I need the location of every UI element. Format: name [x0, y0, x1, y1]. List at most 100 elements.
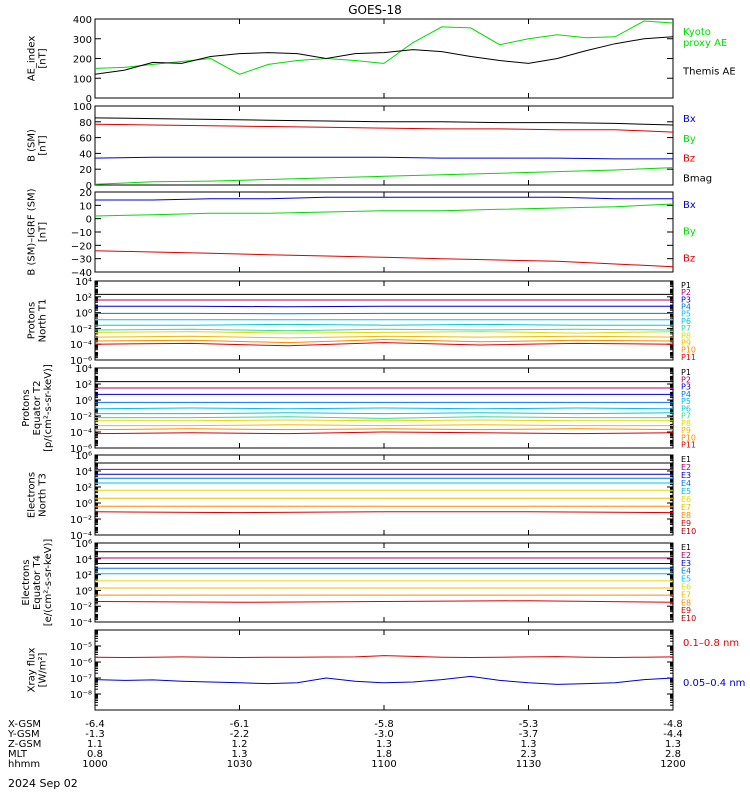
y-tick-label: 10⁻⁴: [70, 340, 92, 351]
series-line: [94, 331, 674, 334]
y-tick-label: 10⁰: [75, 309, 92, 320]
ephemeris-value: -5.8: [374, 719, 394, 730]
legend-entry: E6: [681, 495, 691, 504]
y-tick-label: 0: [86, 181, 92, 192]
y-tick-label: 0: [86, 94, 92, 105]
legend-entry: 0.1–0.8 nm: [683, 638, 739, 649]
ephemeris-value: 1200: [660, 759, 685, 770]
legend-entry: P10: [681, 346, 696, 355]
legend-entry: P2: [681, 375, 691, 384]
ephemeris-value: 1100: [371, 759, 396, 770]
legend-entry: 0.05–0.4 nm: [683, 678, 745, 689]
legend-entry: proxy AE: [683, 38, 727, 49]
series-line: [94, 342, 674, 347]
legend-entry: E8: [681, 511, 691, 520]
y-tick-label: 10⁻⁶: [70, 444, 92, 455]
y-tick-label: −40: [71, 268, 92, 279]
ephemeris-value: -1.3: [85, 729, 105, 740]
y-tick-label: 10⁻⁴: [70, 428, 92, 439]
ephemeris-value: 1.8: [376, 749, 392, 760]
y-tick-label: 10⁴: [75, 467, 92, 478]
legend-entry: P11: [681, 441, 696, 450]
series-line: [95, 419, 673, 422]
ephemeris-value: -3.0: [374, 729, 394, 740]
y-tick-label: 10⁰: [75, 499, 92, 510]
y-tick-label: 10⁻⁶: [70, 658, 92, 669]
legend-entry: P8: [681, 419, 691, 428]
legend-entry: By: [683, 227, 696, 238]
legend-entry: P9: [681, 338, 691, 347]
panel-4: 10⁻⁶ 10⁻⁴ 10⁻² 10⁰ 10² 10⁴ Protons North T1 P1P2…: [27, 277, 697, 367]
y-axis-label: [nT]: [38, 222, 49, 242]
legend-entry: Bx: [683, 114, 696, 125]
panel-8: 10⁻⁸ 10⁻⁷ 10⁻⁶ 10⁻⁵ Xray flux [W/m²] 0.1–0.8 n…: [27, 629, 745, 711]
y-axis-label: Protons: [21, 389, 32, 426]
legend-entry: E5: [681, 575, 691, 584]
panel-2: 0 20 40 60 80 100 B (SM) [nT] Bx By Bz Bmag: [27, 102, 713, 192]
series-line: [95, 416, 673, 419]
series-line: [94, 20, 674, 75]
ephemeris-value: 0.8: [87, 749, 103, 760]
y-tick-label: −10: [71, 228, 92, 239]
series-line: [95, 323, 673, 326]
y-tick-label: 10²: [75, 483, 92, 494]
y-tick-label: 10⁻⁷: [70, 674, 92, 685]
series-line: [94, 36, 674, 75]
ephemeris-value: 1.3: [376, 739, 392, 750]
ephemeris-row-label: Z-GSM: [8, 739, 41, 750]
legend-entry: P6: [681, 404, 691, 413]
y-tick-label: 10⁻⁶: [70, 356, 92, 367]
legend-entry: Bx: [683, 200, 696, 211]
legend-entry: P3: [681, 295, 691, 304]
ephemeris-row-label: Y-GSM: [7, 729, 40, 740]
y-tick-label: 10²: [75, 380, 92, 391]
date-label: 2024 Sep 02: [8, 777, 78, 790]
legend-entry: E2: [681, 551, 691, 560]
series-line: [94, 655, 674, 659]
legend-entry: P7: [681, 324, 691, 333]
series-line: [94, 600, 674, 603]
legend-entry: P1: [681, 281, 691, 290]
y-tick-label: 10⁶: [75, 539, 92, 550]
legend-entry: By: [683, 134, 696, 145]
series-line: [94, 511, 674, 514]
series-line: [94, 675, 674, 685]
panel-frame: [94, 18, 674, 99]
figure-title: GOES-18: [348, 3, 402, 17]
panel-frame: [94, 280, 674, 361]
legend-entry: E9: [681, 606, 691, 615]
y-tick-label: 10: [79, 201, 92, 212]
legend-entry: P10: [681, 433, 696, 442]
legend-entry: E7: [681, 503, 691, 512]
y-tick-label: 10⁻⁴: [70, 618, 92, 629]
ephemeris-value: -3.7: [519, 729, 539, 740]
legend-entry: E6: [681, 583, 691, 592]
panel-frame: [94, 191, 674, 273]
panel-7: 10⁻⁴ 10⁻² 10⁰ 10² 10⁴ 10⁶ Electrons Equator T4[…: [21, 539, 696, 629]
ephemeris-value: -5.3: [519, 719, 539, 730]
ephemeris-row-label: X-GSM: [8, 719, 41, 730]
legend-entry: E2: [681, 463, 691, 472]
panel-5: 10⁻⁶ 10⁻⁴ 10⁻² 10⁰ 10² 10⁴ Protons Equator T2 [p…: [21, 364, 696, 455]
y-tick-label: 10⁻²: [70, 515, 92, 526]
ephemeris-value: 1030: [227, 759, 252, 770]
series-line: [95, 424, 673, 427]
ephemeris-value: 2.3: [521, 749, 537, 760]
y-tick-label: 100: [73, 102, 92, 113]
y-tick-label: 10⁶: [75, 451, 92, 462]
y-tick-label: 10⁻⁵: [70, 642, 92, 653]
y-tick-label: −20: [71, 241, 92, 252]
legend-entry: Bz: [683, 253, 695, 264]
legend-entry: P7: [681, 412, 691, 421]
legend-entry: Kyoto: [683, 27, 711, 38]
ephemeris-value: 1.1: [87, 739, 103, 750]
y-tick-label: 200: [73, 55, 92, 66]
y-tick-label: 10⁴: [75, 277, 92, 288]
legend-entry: Themis AE: [682, 67, 736, 78]
y-axis-label: [W/m²]: [38, 652, 49, 687]
y-axis-label: [nT]: [38, 48, 49, 68]
y-tick-label: 20: [79, 165, 92, 176]
